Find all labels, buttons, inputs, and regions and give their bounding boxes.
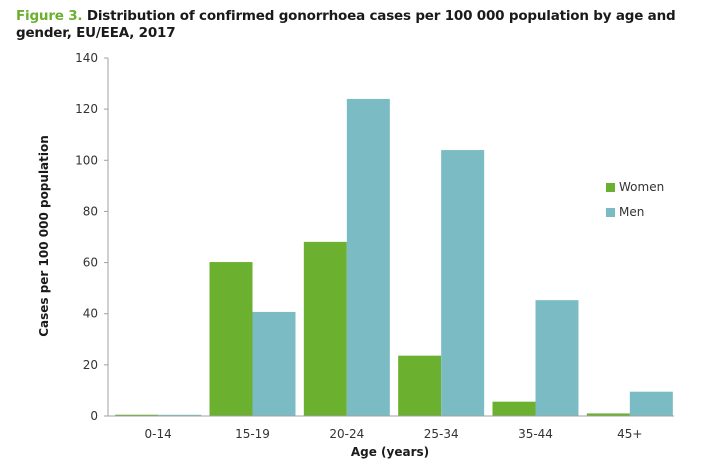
y-tick-label: 80 (83, 204, 98, 218)
y-tick-label: 140 (75, 51, 98, 65)
x-axis-label: Age (years) (350, 445, 430, 459)
chart-title: Figure 3. Distribution of confirmed gono… (16, 8, 716, 42)
figure-label: Figure 3. (16, 8, 83, 24)
x-tick-label: 0-14 (145, 427, 172, 441)
bar-women-25-34 (398, 355, 442, 416)
bar-men-35-44 (535, 300, 579, 416)
legend-item-women: Women (606, 180, 664, 194)
bar-women-20-24 (303, 241, 347, 416)
bar-women-45+ (586, 413, 630, 416)
bar-women-35-44 (492, 401, 536, 416)
x-tick-label: 35-44 (518, 427, 553, 441)
figure-title-text: Distribution of confirmed gonorrhoea cas… (16, 8, 676, 41)
y-tick-label: 120 (75, 102, 98, 116)
bar-men-15-19 (252, 311, 296, 416)
bar-women-15-19 (209, 262, 253, 416)
women-swatch-icon (606, 182, 615, 192)
legend-label-women: Women (619, 180, 665, 194)
x-tick-label: 20-24 (329, 427, 364, 441)
men-swatch-icon (606, 207, 615, 217)
legend: Women Men (606, 180, 664, 230)
x-tick-label: 15-19 (235, 427, 270, 441)
y-tick-label: 60 (83, 256, 98, 270)
y-tick-label: 20 (83, 358, 98, 372)
y-tick-label: 0 (90, 409, 98, 423)
x-tick-label: 25-34 (424, 427, 459, 441)
y-tick-label: 40 (83, 307, 98, 321)
legend-label-men: Men (619, 205, 645, 219)
y-axis: 0 20 40 60 80 100 120 140 (75, 51, 109, 423)
legend-item-men: Men (606, 205, 664, 219)
x-axis: 0-14 15-19 20-24 25-34 35-44 45+ (108, 415, 674, 441)
bar-men-20-24 (346, 98, 390, 417)
x-tick-label: 45+ (617, 427, 642, 441)
y-tick-label: 100 (75, 153, 98, 167)
bar-men-45+ (629, 391, 673, 416)
bar-men-25-34 (441, 150, 485, 417)
bar-men-0-14 (158, 414, 202, 416)
bars (115, 98, 673, 417)
bar-women-0-14 (115, 414, 159, 416)
